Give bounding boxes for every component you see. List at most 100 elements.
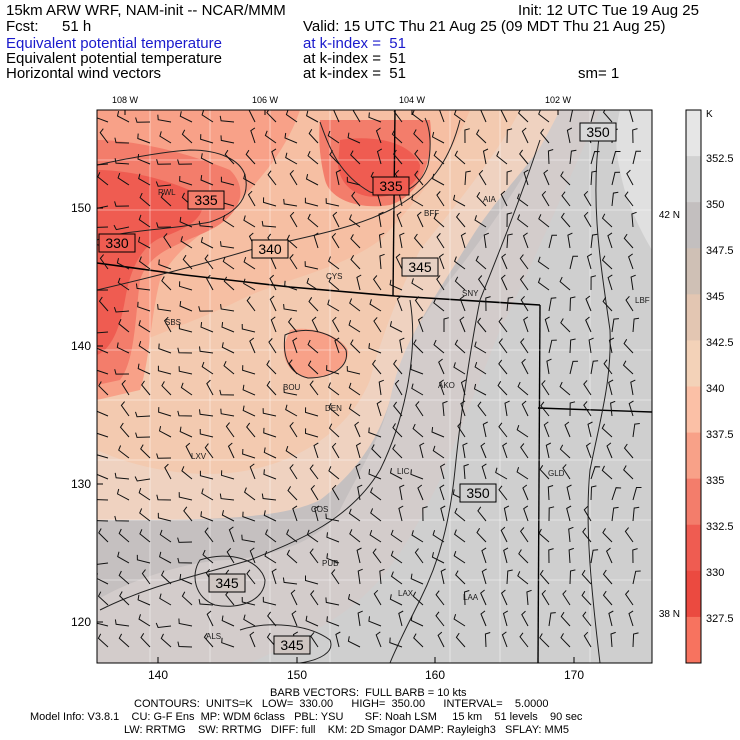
wind-barb xyxy=(522,484,529,501)
wind-barb xyxy=(292,337,298,354)
wind-barb xyxy=(137,154,151,165)
station-bff: BFF xyxy=(424,209,439,218)
wind-barb xyxy=(157,304,172,312)
wind-barb xyxy=(114,201,130,207)
wind-barb xyxy=(163,316,172,333)
wind-barb xyxy=(118,528,130,543)
wind-barb xyxy=(357,568,363,585)
wind-barb xyxy=(202,549,214,564)
wind-barb xyxy=(263,427,277,438)
wind-barb xyxy=(266,360,277,375)
wind-barb xyxy=(437,631,445,648)
wind-barb xyxy=(325,513,340,522)
wind-barb xyxy=(155,181,172,187)
wind-barb xyxy=(308,128,319,144)
wind-barb xyxy=(590,275,597,291)
wind-barb xyxy=(98,296,109,312)
wind-barb xyxy=(585,295,592,312)
wind-barb xyxy=(114,158,130,165)
x-tick-160: 160 xyxy=(425,668,445,682)
wind-barb xyxy=(368,469,382,480)
wind-barb xyxy=(309,464,319,480)
wind-barb xyxy=(601,423,613,438)
wind-barb xyxy=(399,232,405,249)
wind-barb xyxy=(481,547,487,564)
wind-barb xyxy=(583,190,592,207)
wind-barb xyxy=(326,365,340,375)
colorbar-band xyxy=(686,340,701,387)
wind-barb xyxy=(181,591,193,606)
wind-barb xyxy=(433,298,445,312)
wind-barb xyxy=(199,470,214,480)
wind-barb xyxy=(378,232,385,249)
wind-barb xyxy=(475,255,487,270)
wind-barb xyxy=(608,610,614,627)
wind-barb xyxy=(157,365,172,375)
wind-barb xyxy=(243,487,256,501)
wind-barb xyxy=(97,562,109,565)
wind-barb xyxy=(506,170,513,186)
wind-barb xyxy=(97,499,109,501)
wind-barb xyxy=(379,253,385,270)
wind-barb xyxy=(605,547,613,564)
colorbar-band xyxy=(686,202,701,249)
wind-barb xyxy=(498,317,508,333)
wind-barb xyxy=(481,568,487,585)
wind-barb xyxy=(622,360,634,375)
wind-barb xyxy=(502,610,509,627)
wind-barb xyxy=(566,127,573,144)
wind-barb xyxy=(632,548,638,564)
wind-barb xyxy=(543,421,550,438)
wind-barb xyxy=(422,506,428,522)
wind-barb xyxy=(582,527,592,543)
wind-barb xyxy=(304,407,319,417)
wind-barb xyxy=(199,428,214,438)
wind-barb xyxy=(327,299,340,312)
wind-barb xyxy=(602,590,613,606)
wind-barb xyxy=(569,569,576,585)
wind-barb xyxy=(243,278,256,291)
wind-barb xyxy=(460,379,467,396)
wind-barb xyxy=(569,296,576,312)
wind-barb xyxy=(97,520,109,522)
wind-barb xyxy=(118,633,130,648)
wind-barb xyxy=(118,318,130,333)
wind-barb xyxy=(519,275,529,291)
wind-barb xyxy=(160,570,172,585)
wind-barb xyxy=(349,529,361,543)
wind-barb xyxy=(222,214,235,228)
wind-barb xyxy=(500,190,508,207)
colorbar-band xyxy=(686,570,701,618)
contour-label-340: 340 xyxy=(251,239,289,259)
wind-barb xyxy=(135,117,151,123)
wind-barb xyxy=(221,342,235,354)
wind-barb xyxy=(501,631,508,648)
wind-barb xyxy=(225,422,235,438)
wind-barb xyxy=(264,551,277,564)
field-1-name: Equivalent potential temperature xyxy=(6,35,222,52)
wind-barb xyxy=(311,316,319,333)
wind-barb xyxy=(325,597,340,606)
station-lbf: LBF xyxy=(635,296,650,305)
wind-barb xyxy=(178,492,193,501)
wind-barb xyxy=(242,365,256,375)
wind-barb xyxy=(222,256,235,270)
wind-barb xyxy=(419,442,425,459)
wind-barb xyxy=(517,214,529,228)
wind-barb xyxy=(559,444,571,459)
wind-barb xyxy=(457,422,466,438)
wind-barb xyxy=(98,528,109,543)
wind-barb xyxy=(482,148,489,165)
wind-barb xyxy=(590,170,597,186)
wind-barb xyxy=(289,211,298,228)
wind-barb xyxy=(521,400,529,417)
wind-barb xyxy=(283,387,298,396)
wind-barb xyxy=(270,316,277,333)
wind-barb xyxy=(477,275,487,291)
wind-barb xyxy=(395,253,403,270)
wind-barb xyxy=(484,632,491,648)
wind-barb xyxy=(521,610,529,627)
wind-barb xyxy=(626,169,634,186)
colorbar-band xyxy=(686,248,701,295)
y-tick-130: 130 xyxy=(71,477,91,491)
